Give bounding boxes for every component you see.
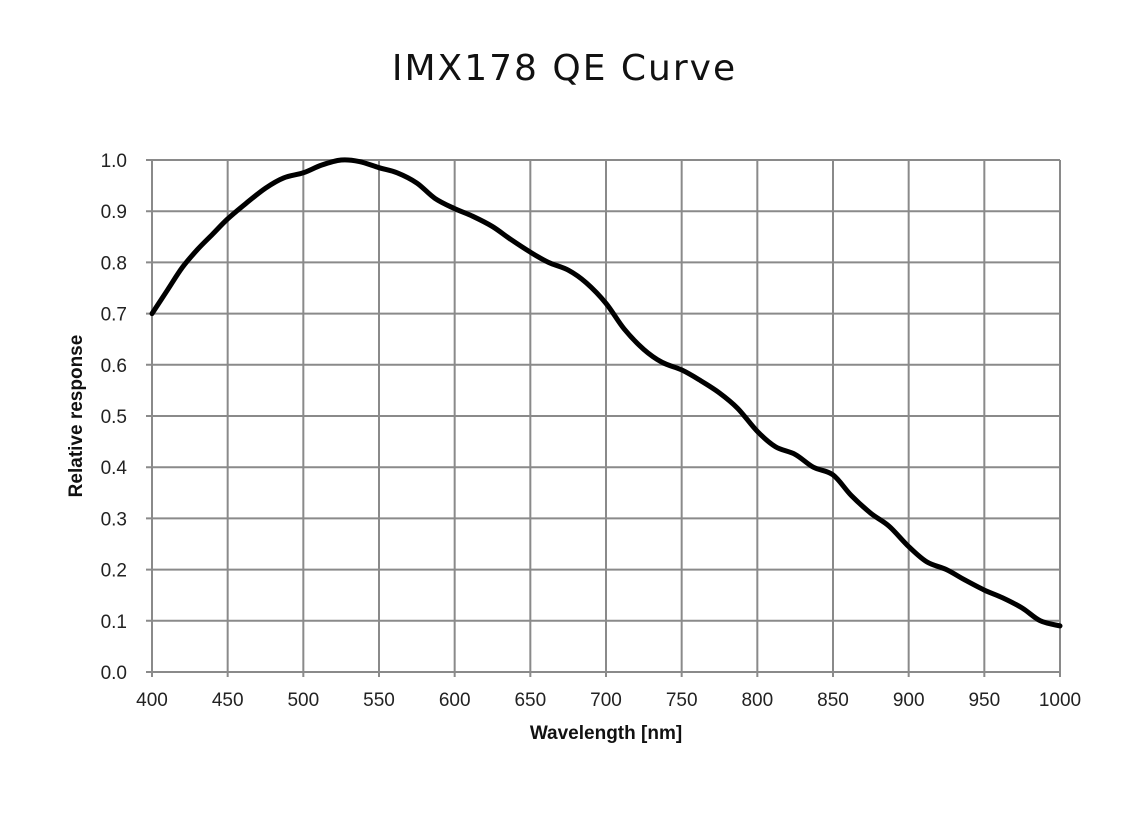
x-tick-label-450: 450 [212,690,244,711]
y-axis-label: Relative response [66,335,87,498]
x-tick-label-500: 500 [287,690,319,711]
x-axis-ticks: 400 450 500 550 600 650 700 750 800 850 900 950 1000 [136,690,1081,711]
y-tick-label-0.3: 0.3 [101,509,127,530]
x-tick-label-850: 850 [817,690,849,711]
x-tick-label-700: 700 [590,690,622,711]
x-tick-label-550: 550 [363,690,395,711]
y-tick-label-0.2: 0.2 [101,561,127,582]
series-line-relative-response [149,157,1063,629]
x-tick-label-400: 400 [136,690,168,711]
grid [146,159,1061,677]
y-tick-label-0.6: 0.6 [101,356,127,377]
x-tick-label-600: 600 [439,690,471,711]
x-tick-label-1000: 1000 [1039,690,1081,711]
x-axis-label: Wavelength [nm] [530,723,682,744]
y-tick-label-0.9: 0.9 [101,202,127,223]
y-axis-ticks: 0.0 0.1 0.2 0.3 0.4 0.5 0.6 0.7 0.8 0.9 1.0 [101,151,128,684]
y-tick-label-0.7: 0.7 [101,305,127,326]
y-tick-label-0.4: 0.4 [101,458,128,479]
y-tick-label-0.0: 0.0 [101,663,127,684]
x-tick-label-950: 950 [968,690,1000,711]
x-tick-label-900: 900 [893,690,925,711]
y-tick-label-0.1: 0.1 [101,612,127,633]
chart-title: IMX178 QE Curve [391,48,738,89]
y-tick-label-0.8: 0.8 [101,253,127,274]
x-tick-label-650: 650 [514,690,546,711]
x-tick-label-750: 750 [666,690,698,711]
y-tick-label-1.0: 1.0 [101,151,127,172]
x-tick-label-800: 800 [741,690,773,711]
y-tick-label-0.5: 0.5 [101,407,127,428]
